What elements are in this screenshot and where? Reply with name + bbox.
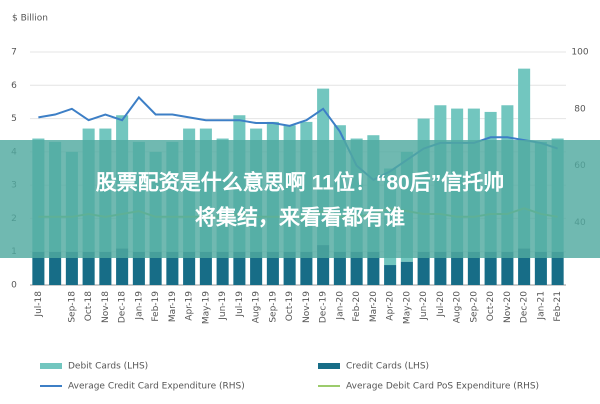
legend-label: Credit Cards (LHS) bbox=[346, 362, 429, 372]
bar bbox=[451, 251, 464, 285]
x-tick-label: May-20 bbox=[402, 291, 412, 324]
bar bbox=[199, 251, 212, 285]
x-tick-label: Mar-19 bbox=[168, 291, 178, 322]
y-tick-label: 6 bbox=[11, 81, 17, 91]
x-tick-label: Mar-20 bbox=[369, 291, 379, 322]
bar bbox=[82, 251, 95, 285]
legend: Debit Cards (LHS) Credit Cards (LHS) Avera… bbox=[40, 362, 539, 392]
y-tick-label: 5 bbox=[11, 114, 17, 124]
bar bbox=[417, 251, 430, 285]
bar bbox=[333, 251, 346, 285]
x-tick-label: Aug-19 bbox=[252, 291, 262, 324]
x-tick-label: Jan-21 bbox=[536, 291, 546, 321]
x-tick-label: Jan-19 bbox=[134, 291, 144, 321]
bar bbox=[501, 251, 514, 285]
bar bbox=[49, 251, 62, 285]
y2-tick-label: 100 bbox=[571, 48, 588, 58]
x-tick-label: Sep-19 bbox=[268, 291, 278, 323]
bar bbox=[149, 251, 162, 285]
bar bbox=[551, 251, 564, 285]
y-tick-label: 0 bbox=[11, 281, 17, 291]
x-tick-label: Jul-19 bbox=[235, 291, 245, 318]
legend-label: Average Credit Card Expenditure (RHS) bbox=[68, 382, 245, 392]
x-tick-label: Dec-18 bbox=[118, 291, 128, 323]
bar bbox=[350, 251, 363, 285]
x-tick-label: Jul-20 bbox=[436, 291, 446, 318]
x-tick-label: Sep-20 bbox=[469, 291, 479, 323]
legend-swatch bbox=[318, 363, 340, 369]
x-tick-label: Dec-19 bbox=[319, 291, 329, 323]
bar bbox=[467, 251, 480, 285]
y-axis-label: $ Billion bbox=[12, 14, 48, 24]
x-tick-label: Oct-18 bbox=[84, 291, 94, 322]
legend-label: Debit Cards (LHS) bbox=[68, 362, 148, 372]
bar bbox=[300, 251, 313, 285]
bar bbox=[32, 251, 45, 285]
bar bbox=[434, 251, 447, 285]
bar bbox=[283, 251, 296, 285]
bar bbox=[166, 251, 179, 285]
bar bbox=[99, 251, 112, 285]
x-tick-label: Feb-19 bbox=[151, 291, 161, 322]
bar bbox=[384, 265, 397, 285]
bar bbox=[250, 251, 263, 285]
bar bbox=[216, 251, 229, 285]
bar bbox=[65, 251, 78, 285]
x-tick-label: Jun-20 bbox=[419, 291, 429, 321]
x-tick-label: Apr-19 bbox=[185, 291, 195, 321]
x-tick-label: Aug-20 bbox=[453, 291, 463, 324]
x-tick-label: Nov-19 bbox=[302, 291, 312, 323]
bar bbox=[534, 251, 547, 285]
x-tick-label: Feb-20 bbox=[352, 291, 362, 322]
x-tick-label: Jun-19 bbox=[218, 291, 228, 321]
banner-line: 股票配资是什么意思啊 11位！“80后”信托帅 bbox=[96, 171, 504, 195]
x-tick-label: Jul-18 bbox=[34, 291, 44, 318]
x-tick-label: Apr-20 bbox=[386, 291, 396, 321]
bar bbox=[233, 251, 246, 285]
x-tick-label: Oct-19 bbox=[285, 291, 295, 322]
bar bbox=[400, 261, 413, 285]
x-tick-label: Sep-18 bbox=[67, 291, 77, 323]
banner-line: 将集结，来看看都有谁 bbox=[195, 206, 405, 230]
legend-swatch bbox=[40, 363, 62, 369]
bar bbox=[266, 251, 279, 285]
legend-label: Average Debit Card PoS Expenditure (RHS) bbox=[346, 382, 539, 392]
x-tick-label: Jan-20 bbox=[335, 291, 345, 321]
y-tick-label: 7 bbox=[11, 48, 17, 58]
y2-tick-label: 80 bbox=[574, 104, 586, 114]
bar bbox=[183, 251, 196, 285]
x-tick-label: Dec-20 bbox=[520, 291, 530, 323]
banner bbox=[0, 140, 600, 258]
x-tick-label: Nov-20 bbox=[503, 291, 513, 323]
bar bbox=[484, 251, 497, 285]
bar bbox=[367, 251, 380, 285]
x-tick-label: Oct-20 bbox=[486, 291, 496, 322]
bar bbox=[132, 251, 145, 285]
x-tick-label: May-19 bbox=[201, 291, 211, 324]
x-tick-label: Nov-18 bbox=[101, 291, 111, 323]
x-tick-label: Feb-21 bbox=[553, 291, 563, 322]
